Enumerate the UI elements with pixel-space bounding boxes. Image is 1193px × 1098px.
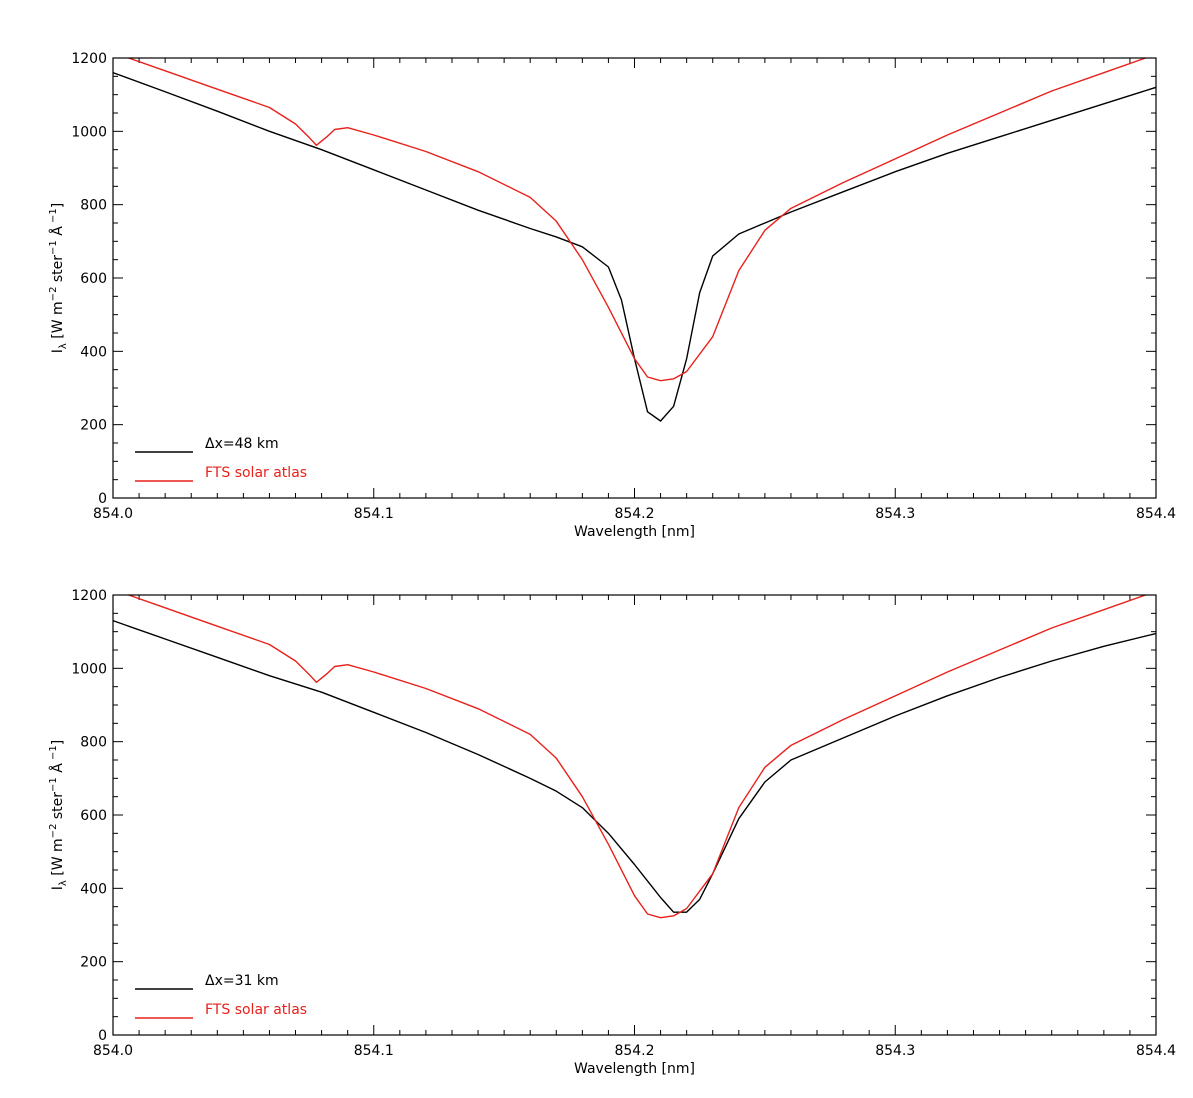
y-axis-label: Iλ [W m−2 ster−1 Å −1] [48, 740, 69, 890]
y-tick-label: 1200 [71, 51, 107, 67]
y-axis-label-part: ] [50, 740, 66, 745]
x-tick-label: 854.4 [1136, 1043, 1176, 1059]
series-line-fts-atlas [126, 58, 1148, 382]
x-tick-label: 854.4 [1136, 506, 1176, 522]
y-tick-label: 0 [98, 1028, 107, 1044]
series-line-simulation [113, 620, 1156, 913]
legend-label: FTS solar atlas [205, 465, 307, 481]
x-tick-label: 854.2 [614, 506, 654, 522]
y-tick-label: 1000 [71, 661, 107, 677]
y-tick-label: 0 [98, 491, 107, 507]
x-tick-label: 854.0 [93, 1043, 133, 1059]
series-line-fts-atlas [126, 595, 1148, 919]
y-axis-label-part: [W m [50, 838, 66, 880]
legend-label: FTS solar atlas [205, 1002, 307, 1018]
plot-frame [112, 57, 1157, 499]
y-tick-label: 200 [80, 418, 107, 434]
y-axis-label-part: I [50, 886, 66, 890]
y-axis-label-part: −1 [48, 777, 59, 792]
x-tick-label: 854.1 [354, 1043, 394, 1059]
y-tick-label: 1000 [71, 124, 107, 140]
y-axis-label-part: I [50, 349, 66, 353]
y-tick-label: 400 [80, 881, 107, 897]
x-tick-label: 854.0 [93, 506, 133, 522]
y-tick-label: 600 [80, 271, 107, 287]
y-tick-label: 800 [80, 198, 107, 214]
legend-label: Δx=31 km [205, 973, 279, 989]
y-tick-label: 200 [80, 955, 107, 971]
chart-panel-1: 854.0 854.1 854.2 854.3 854.4 0 200 400 600 800 10… [48, 51, 1176, 540]
y-axis-label-part: ster [50, 792, 66, 824]
y-axis-label: Iλ [W m−2 ster−1 Å −1] [48, 203, 69, 353]
y-tick-label: 1200 [71, 588, 107, 604]
y-axis-label-part: −1 [48, 208, 59, 226]
chart-panel-2: 854.0 854.1 854.2 854.3 854.4 0 200 400 600 800 10… [48, 588, 1176, 1077]
plot-frame [112, 594, 1157, 1036]
y-tick-label: 600 [80, 808, 107, 824]
x-tick-label: 854.1 [354, 506, 394, 522]
y-axis-label-part: −1 [48, 240, 59, 255]
y-axis-label-part: ] [50, 203, 66, 208]
y-axis-label-part: −2 [48, 824, 59, 839]
x-axis-label: Wavelength [nm] [574, 524, 695, 540]
y-tick-label: 800 [80, 735, 107, 751]
legend-label: Δx=48 km [205, 436, 279, 452]
x-tick-label: 854.3 [875, 1043, 915, 1059]
series-line-simulation [113, 72, 1156, 422]
x-axis-label: Wavelength [nm] [574, 1061, 695, 1077]
y-axis-label-part: −1 [48, 745, 59, 763]
y-tick-label: 400 [80, 344, 107, 360]
x-tick-label: 854.2 [614, 1043, 654, 1059]
y-axis-label-part: ster [50, 255, 66, 287]
y-axis-label-part: λ [58, 343, 69, 349]
y-axis-label-part: Å [49, 763, 66, 777]
y-axis-label-part: [W m [50, 301, 66, 343]
y-axis-label-part: −2 [48, 287, 59, 302]
x-tick-label: 854.3 [875, 506, 915, 522]
y-axis-label-part: Å [49, 226, 66, 240]
y-axis-label-part: λ [58, 880, 69, 886]
